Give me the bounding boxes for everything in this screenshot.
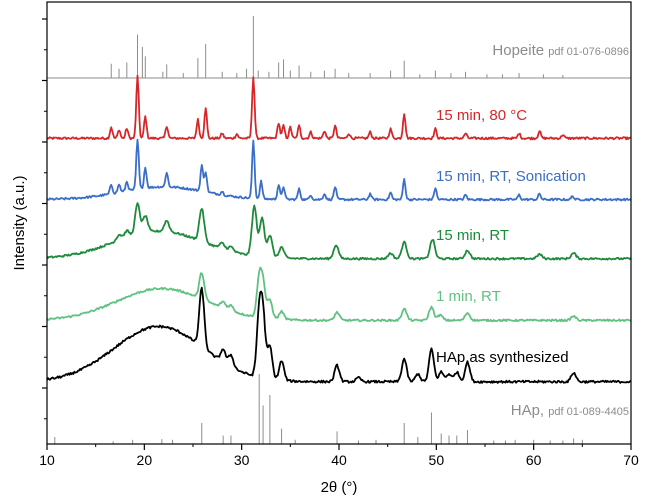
x-tick-label: 30 [234, 452, 250, 468]
x-tick-label: 70 [623, 452, 639, 468]
reference-code: pdf 01-076-0896 [548, 46, 629, 58]
series-line [46, 202, 632, 261]
series-label: HAp as synthesized [436, 349, 569, 366]
reference-code: pdf 01-089-4405 [548, 406, 629, 418]
reference-label: Hopeite pdf 01-076-0896 [492, 42, 629, 59]
series-line [46, 286, 632, 384]
y-axis-title: Intensity (a.u.) [11, 175, 28, 270]
series-label: 15 min, 80 °C [436, 107, 527, 124]
series-line [46, 74, 632, 141]
x-tick-label: 40 [331, 452, 347, 468]
x-tick-label: 60 [526, 452, 542, 468]
x-tick-label: 20 [137, 452, 153, 468]
reference-label: HAp, pdf 01-089-4405 [511, 402, 629, 419]
x-tick-label: 50 [429, 452, 445, 468]
series-line [46, 138, 632, 202]
x-tick-label: 10 [39, 452, 55, 468]
series-label: 15 min, RT [436, 227, 509, 244]
x-axis-title: 2θ (°) [321, 479, 358, 496]
axes: 10 20 30 40 50 60 70 [39, 18, 639, 468]
series-line [46, 266, 632, 323]
series-label: 15 min, RT, Sonication [436, 168, 586, 185]
reference-name: HAp, [511, 402, 549, 419]
reference-name: Hopeite [492, 42, 548, 59]
reference-pattern [47, 16, 631, 79]
series-label: 1 min, RT [436, 288, 501, 305]
